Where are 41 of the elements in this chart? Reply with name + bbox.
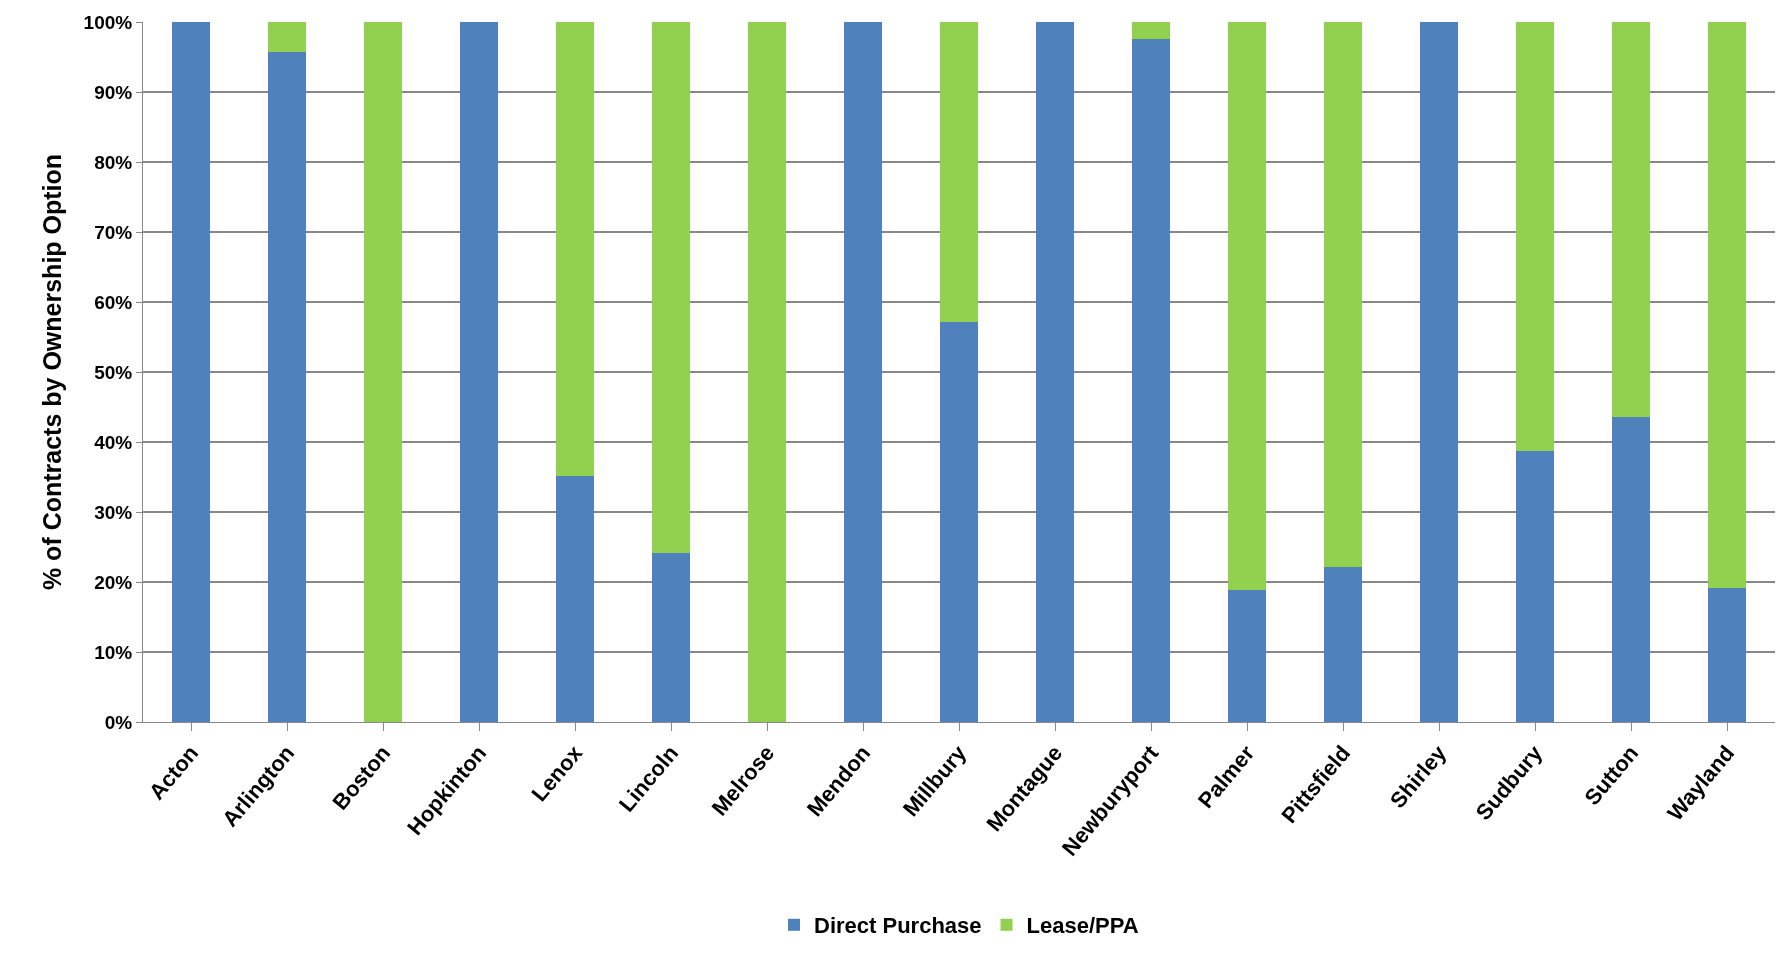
bar (843, 22, 883, 722)
bar (1131, 22, 1171, 39)
bar (1227, 590, 1267, 722)
bar (555, 22, 595, 476)
y-tick-label: 0% (104, 711, 133, 733)
legend-label: Direct Purchase (814, 913, 982, 939)
bar (1611, 22, 1651, 417)
y-tick-label: 10% (94, 641, 133, 663)
bar (939, 22, 979, 322)
bar (939, 321, 979, 722)
y-tick-label: 60% (94, 291, 133, 313)
bar (1707, 22, 1747, 589)
bar (1707, 588, 1747, 722)
bar (267, 52, 307, 722)
bar (555, 475, 595, 722)
bar (1227, 22, 1267, 591)
bar (267, 22, 307, 53)
bar (651, 22, 691, 553)
y-tick-label: 40% (94, 431, 133, 453)
y-axis-title: % of Contracts by Ownership Option (38, 153, 67, 591)
y-tick-label: 50% (94, 361, 133, 383)
y-tick-label: 90% (94, 81, 133, 103)
bar (1323, 567, 1363, 722)
y-tick-label: 70% (94, 221, 133, 243)
bar (1419, 22, 1459, 722)
bar (1323, 22, 1363, 568)
bar (1515, 451, 1555, 722)
y-tick-label: 100% (83, 11, 133, 33)
bar (1131, 38, 1171, 722)
bar (1035, 22, 1075, 722)
bar (747, 22, 787, 722)
legend-label: Lease/PPA (1026, 913, 1139, 939)
y-tick-label: 30% (94, 501, 133, 523)
bar (1515, 22, 1555, 452)
bar (1611, 416, 1651, 722)
bar (459, 22, 499, 722)
y-tick-label: 80% (94, 151, 133, 173)
bar (363, 22, 403, 722)
bar (171, 22, 211, 722)
y-tick-label: 20% (94, 571, 133, 593)
bar (651, 552, 691, 722)
